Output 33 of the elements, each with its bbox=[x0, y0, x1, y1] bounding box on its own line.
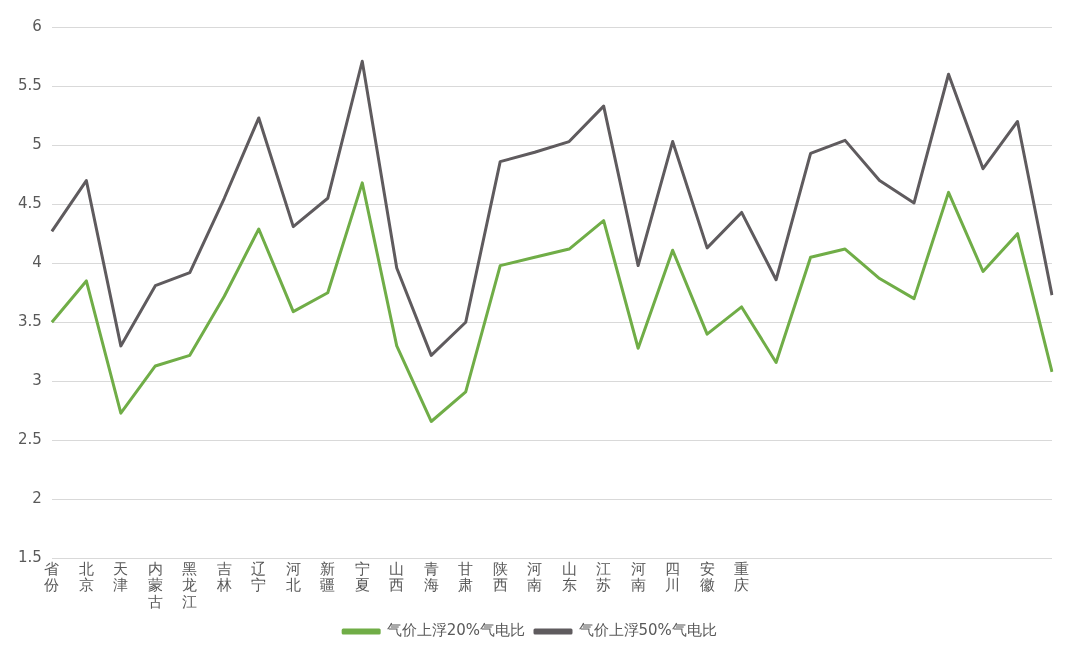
legend-label: 气价上浮20%气电比 bbox=[386, 621, 525, 640]
x-tick-label: 安徽 bbox=[699, 559, 715, 595]
x-tick-label: 甘肃 bbox=[458, 559, 474, 595]
x-tick-label: 青海 bbox=[423, 559, 439, 595]
y-tick-label: 5.5 bbox=[18, 75, 42, 94]
x-tick-label: 天津 bbox=[113, 559, 129, 595]
x-tick-label: 省份 bbox=[44, 559, 60, 595]
x-tick-label: 北京 bbox=[78, 559, 94, 595]
x-tick-label: 山东 bbox=[561, 559, 577, 595]
y-tick-label: 5 bbox=[32, 135, 42, 153]
y-tick-label: 4.5 bbox=[18, 194, 42, 213]
x-tick-label: 新疆 bbox=[320, 559, 336, 595]
x-tick-label: 河北 bbox=[285, 559, 301, 595]
x-tick-label: 四川 bbox=[665, 559, 681, 595]
x-tick-label: 黑龙江 bbox=[182, 559, 198, 611]
x-tick-label: 山西 bbox=[389, 559, 405, 595]
y-tick-label: 6 bbox=[32, 16, 42, 35]
x-tick-label: 辽宁 bbox=[251, 559, 267, 595]
y-tick-label: 2 bbox=[32, 489, 42, 508]
y-tick-label: 4 bbox=[32, 253, 42, 272]
x-tick-label: 江苏 bbox=[596, 559, 612, 595]
x-tick-label: 宁夏 bbox=[354, 559, 370, 595]
x-tick-label: 重庆 bbox=[734, 559, 750, 595]
y-tick-label: 2.5 bbox=[18, 430, 42, 449]
x-tick-label: 陕西 bbox=[492, 559, 508, 595]
legend-label: 气价上浮50%气电比 bbox=[578, 621, 717, 640]
y-tick-label: 3 bbox=[32, 371, 42, 390]
x-tick-label: 河南 bbox=[527, 559, 543, 595]
x-tick-label: 吉林 bbox=[215, 559, 232, 595]
x-tick-label: 内蒙古 bbox=[147, 559, 163, 611]
y-tick-label: 3.5 bbox=[18, 312, 42, 331]
y-tick-label: 1.5 bbox=[18, 548, 42, 567]
x-tick-label: 河南 bbox=[630, 559, 646, 595]
